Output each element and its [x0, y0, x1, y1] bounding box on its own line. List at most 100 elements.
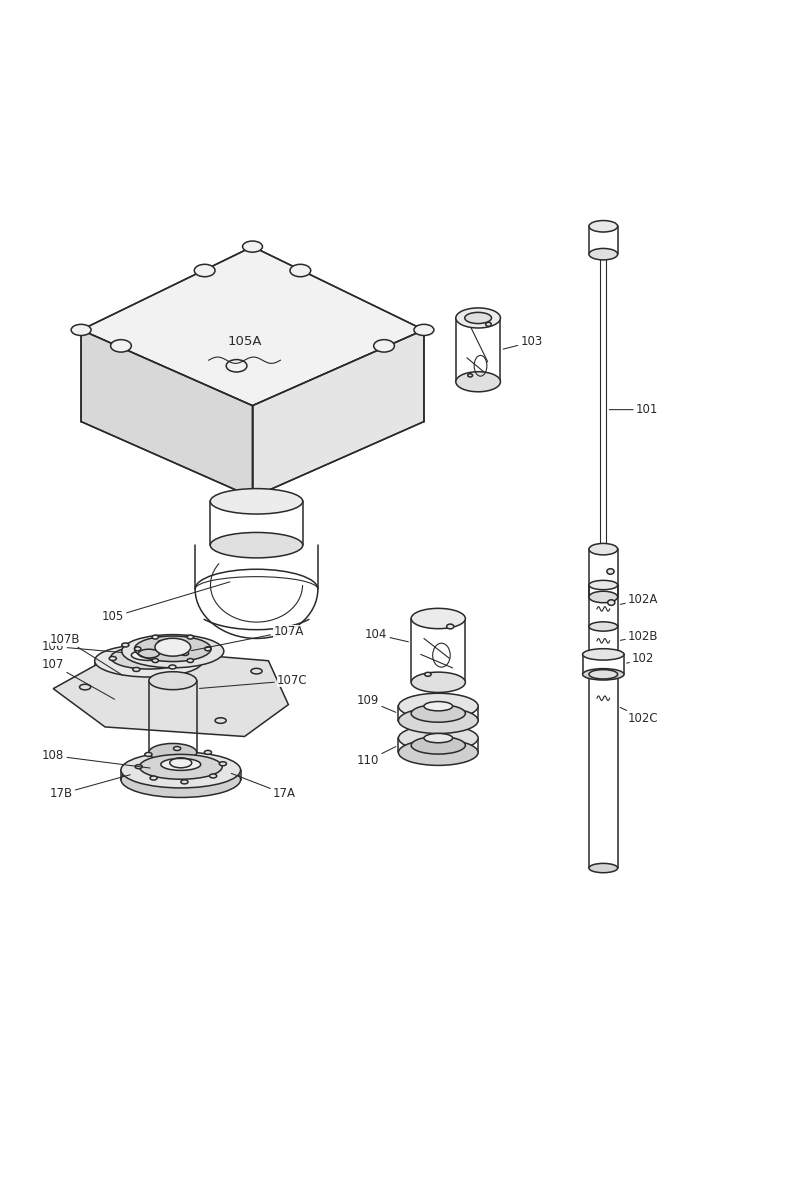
Ellipse shape: [608, 600, 615, 605]
Ellipse shape: [71, 324, 91, 336]
Ellipse shape: [169, 665, 176, 669]
Text: 108: 108: [42, 750, 150, 769]
Ellipse shape: [456, 371, 501, 391]
Polygon shape: [54, 649, 288, 737]
Text: 102A: 102A: [620, 593, 658, 606]
Ellipse shape: [210, 489, 302, 514]
Ellipse shape: [131, 662, 142, 668]
Ellipse shape: [131, 650, 166, 661]
Ellipse shape: [155, 638, 190, 656]
Ellipse shape: [94, 644, 203, 677]
Ellipse shape: [398, 694, 478, 719]
Ellipse shape: [226, 359, 247, 372]
Text: 106: 106: [42, 640, 122, 653]
Ellipse shape: [589, 650, 618, 659]
Ellipse shape: [121, 752, 241, 788]
Text: 17B: 17B: [50, 774, 130, 801]
Ellipse shape: [411, 672, 466, 693]
Text: 105A: 105A: [227, 336, 262, 349]
Ellipse shape: [582, 669, 624, 680]
Ellipse shape: [398, 740, 478, 765]
Text: 104: 104: [365, 627, 409, 642]
Ellipse shape: [205, 646, 211, 651]
Ellipse shape: [589, 863, 618, 873]
Ellipse shape: [398, 708, 478, 733]
Text: 103: 103: [503, 336, 542, 349]
Ellipse shape: [411, 704, 466, 722]
Ellipse shape: [589, 621, 618, 631]
Ellipse shape: [133, 668, 140, 671]
Ellipse shape: [109, 657, 116, 661]
Ellipse shape: [94, 652, 203, 686]
Ellipse shape: [194, 264, 215, 276]
Ellipse shape: [607, 568, 614, 574]
Ellipse shape: [182, 651, 189, 656]
Ellipse shape: [161, 758, 201, 771]
Text: 102C: 102C: [620, 707, 658, 725]
Text: 107C: 107C: [199, 674, 308, 688]
Ellipse shape: [446, 624, 454, 629]
Ellipse shape: [110, 339, 131, 352]
Ellipse shape: [425, 672, 431, 676]
Text: 109: 109: [357, 694, 396, 713]
Ellipse shape: [411, 737, 466, 754]
Ellipse shape: [210, 533, 302, 557]
Ellipse shape: [582, 649, 624, 661]
Ellipse shape: [134, 636, 211, 662]
Ellipse shape: [424, 702, 453, 710]
Ellipse shape: [110, 646, 187, 669]
Ellipse shape: [121, 761, 241, 797]
Ellipse shape: [145, 752, 152, 757]
Ellipse shape: [215, 718, 226, 723]
Ellipse shape: [122, 635, 224, 668]
Ellipse shape: [589, 248, 618, 260]
Ellipse shape: [149, 744, 197, 761]
Ellipse shape: [424, 733, 453, 742]
Ellipse shape: [251, 669, 262, 674]
Text: 17A: 17A: [231, 773, 296, 801]
Ellipse shape: [219, 761, 226, 766]
Text: 110: 110: [357, 746, 396, 767]
Ellipse shape: [414, 324, 434, 336]
Ellipse shape: [181, 780, 188, 784]
Ellipse shape: [210, 774, 217, 778]
Ellipse shape: [152, 635, 158, 639]
Ellipse shape: [149, 671, 197, 690]
Ellipse shape: [486, 323, 491, 326]
Ellipse shape: [589, 543, 618, 555]
Ellipse shape: [411, 608, 466, 629]
Polygon shape: [81, 330, 253, 497]
Ellipse shape: [589, 580, 618, 589]
Ellipse shape: [242, 241, 262, 253]
Ellipse shape: [589, 592, 618, 602]
Text: 107B: 107B: [50, 633, 122, 675]
Ellipse shape: [187, 635, 194, 639]
Text: 105: 105: [102, 582, 230, 624]
Ellipse shape: [139, 754, 222, 779]
Ellipse shape: [135, 765, 142, 769]
Text: 102: 102: [626, 652, 654, 665]
Ellipse shape: [158, 640, 165, 644]
Polygon shape: [253, 330, 424, 497]
Ellipse shape: [174, 746, 181, 751]
Ellipse shape: [589, 221, 618, 232]
Polygon shape: [81, 247, 424, 406]
Ellipse shape: [79, 684, 90, 690]
Ellipse shape: [374, 339, 394, 352]
Ellipse shape: [204, 751, 211, 754]
Ellipse shape: [152, 658, 158, 663]
Ellipse shape: [290, 264, 310, 276]
Text: 107A: 107A: [191, 625, 303, 651]
Ellipse shape: [465, 312, 491, 324]
Text: 107: 107: [42, 658, 114, 700]
Ellipse shape: [398, 725, 478, 751]
Ellipse shape: [589, 670, 618, 678]
Text: 102B: 102B: [620, 630, 658, 643]
Ellipse shape: [468, 374, 473, 377]
Ellipse shape: [122, 643, 129, 648]
Ellipse shape: [150, 776, 157, 780]
Ellipse shape: [187, 658, 194, 663]
Ellipse shape: [456, 308, 501, 329]
Text: 101: 101: [610, 403, 658, 416]
Ellipse shape: [134, 646, 141, 651]
